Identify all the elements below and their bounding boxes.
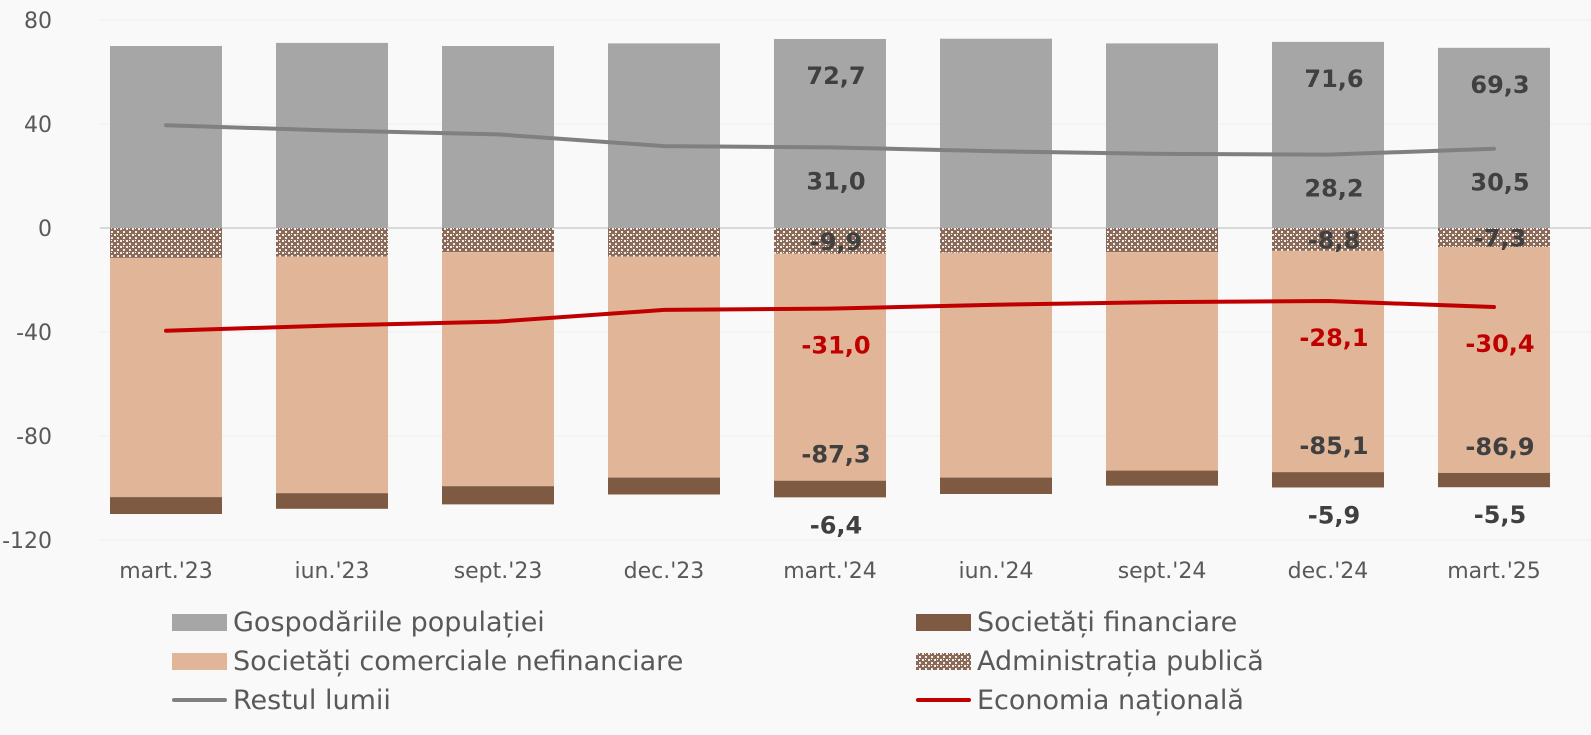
bar-societ-i-comerciale-nefinanciare (1438, 246, 1550, 473)
bar-societ-i-comerciale-nefinanciare (1106, 252, 1218, 471)
x-tick-label: sept.'23 (454, 559, 543, 584)
stacked-bar-chart: 80 40 0 -40 -80 -120 72,7 -9,9 -87,3 -6,4 71,6 -8,… (2, 9, 1591, 584)
x-tick-label: iun.'23 (294, 559, 369, 584)
bar-societ-i-comerciale-nefinanciare (608, 256, 720, 478)
bar-societ-i-financiare (1438, 472, 1550, 488)
bar-gospod-riile-popula-iei (1438, 47, 1550, 228)
y-tick-label: -120 (2, 529, 52, 554)
y-tick-label: 80 (24, 9, 52, 34)
bar-administra-ia-public- (276, 228, 388, 257)
bar-societ-i-comerciale-nefinanciare (110, 257, 222, 498)
line-economia-na-ional- (164, 299, 1496, 333)
legend-label: Administrația publică (977, 645, 1264, 677)
bar-administra-ia-public- (1106, 228, 1218, 253)
x-tick-label: dec.'24 (1288, 559, 1369, 584)
data-label: 69,3 (1470, 71, 1529, 99)
legend-label: Societăți financiare (977, 606, 1238, 638)
legend-line-economia-nationala (916, 698, 971, 702)
legend-item-administratia-publica: Administrația publică (916, 641, 1264, 681)
bar-societ-i-comerciale-nefinanciare (276, 256, 388, 494)
y-tick-label: 0 (38, 217, 52, 242)
bar-gospod-riile-popula-iei (1106, 43, 1218, 229)
x-tick-label: mart.'23 (119, 559, 213, 584)
legend-swatch-administratia-publica (916, 652, 971, 670)
x-tick-label: mart.'25 (1447, 559, 1541, 584)
line-data-label: 28,2 (1304, 175, 1363, 203)
bar-societ-i-comerciale-nefinanciare (940, 252, 1052, 478)
bar-societ-i-comerciale-nefinanciare (1272, 250, 1384, 473)
x-tick-label: mart.'24 (783, 559, 877, 584)
legend-item-gospodarii: Gospodăriile populației (172, 602, 545, 642)
x-tick-label: dec.'23 (624, 559, 705, 584)
bar-societ-i-comerciale-nefinanciare (774, 253, 886, 481)
bar-administra-ia-public- (608, 228, 720, 257)
bar-administra-ia-public- (1272, 228, 1384, 251)
data-labels: 72,7 -9,9 -87,3 -6,4 71,6 -8,8 -85,1 -5,9 69,3 -7… (801, 62, 1534, 539)
legend-item-societati-financiare: Societăți financiare (916, 602, 1237, 642)
x-axis-ticks: mart.'23 iun.'23 sept.'23 dec.'23 mart.'24 iu… (119, 559, 1541, 584)
line-data-label: 30,5 (1470, 169, 1529, 197)
bar-administra-ia-public- (940, 228, 1052, 253)
bar-societ-i-comerciale-nefinanciare (442, 252, 554, 487)
bar-societ-i-financiare (1106, 470, 1218, 486)
data-label: -8,8 (1308, 226, 1360, 254)
legend-item-economia-nationala: Economia națională (916, 680, 1244, 720)
bar-societ-i-financiare (940, 477, 1052, 494)
bars (110, 38, 1550, 514)
lines (164, 123, 1496, 333)
y-tick-label: 40 (24, 113, 52, 138)
y-tick-label: -80 (16, 425, 52, 450)
bar-societ-i-financiare (276, 493, 388, 509)
bar-administra-ia-public- (442, 228, 554, 253)
line-data-label: -31,0 (801, 332, 870, 360)
bar-societ-i-financiare (442, 486, 554, 505)
legend-line-restul-lumii (172, 698, 227, 702)
line-data-label: 31,0 (806, 167, 865, 195)
bar-administra-ia-public- (110, 228, 222, 258)
bar-societ-i-financiare (1272, 472, 1384, 488)
x-tick-label: iun.'24 (958, 559, 1033, 584)
data-label: -9,9 (810, 228, 862, 256)
legend-swatch-gospodarii (172, 613, 227, 631)
bar-societ-i-financiare (774, 480, 886, 498)
bar-societ-i-financiare (608, 477, 720, 495)
data-label: 71,6 (1304, 65, 1363, 93)
bar-gospod-riile-popula-iei (774, 38, 886, 229)
legend-label: Gospodăriile populației (233, 606, 545, 638)
data-label: -6,4 (810, 511, 862, 539)
data-label: -87,3 (801, 441, 870, 469)
bar-gospod-riile-popula-iei (276, 42, 388, 228)
data-label: -5,5 (1474, 501, 1526, 529)
bar-administra-ia-public- (774, 228, 886, 254)
legend-swatch-societati-financiare (916, 613, 971, 631)
data-label: -85,1 (1299, 432, 1368, 460)
y-tick-label: -40 (16, 321, 52, 346)
legend: Gospodăriile populației Societăți financ… (0, 600, 1591, 735)
line-data-label: -28,1 (1299, 324, 1368, 352)
y-axis-ticks: 80 40 0 -40 -80 -120 (2, 9, 52, 554)
data-label: 72,7 (806, 62, 865, 90)
line-data-label: -30,4 (1465, 330, 1534, 358)
x-tick-label: sept.'24 (1118, 559, 1207, 584)
bar-administra-ia-public- (1438, 228, 1550, 247)
bar-societ-i-financiare (110, 497, 222, 514)
data-label: -5,9 (1308, 501, 1360, 529)
bar-gospod-riile-popula-iei (1272, 41, 1384, 229)
legend-label: Societăți comerciale nefinanciare (233, 645, 684, 677)
bar-gospod-riile-popula-iei (608, 43, 720, 229)
bar-gospod-riile-popula-iei (110, 46, 222, 228)
legend-label: Restul lumii (233, 684, 391, 716)
legend-item-societati-comerciale: Societăți comerciale nefinanciare (172, 641, 683, 681)
bar-gospod-riile-popula-iei (940, 38, 1052, 228)
line-restul-lumii (164, 123, 1496, 157)
legend-item-restul-lumii: Restul lumii (172, 680, 391, 720)
legend-swatch-societati-comerciale (172, 652, 227, 670)
legend-label: Economia națională (977, 684, 1244, 716)
data-label: -86,9 (1465, 433, 1534, 461)
data-label: -7,3 (1474, 224, 1526, 252)
